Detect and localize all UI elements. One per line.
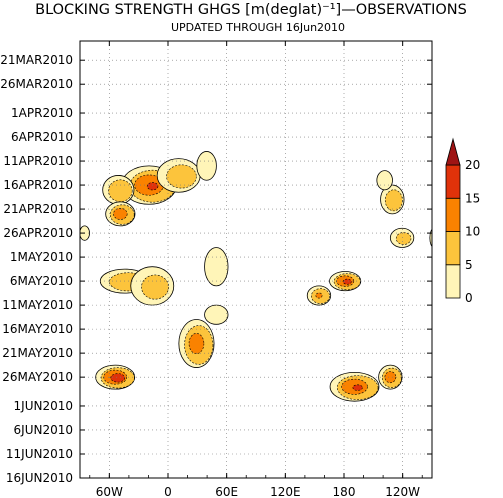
blocking-event — [196, 151, 217, 181]
contour-level-10 — [315, 292, 323, 299]
contour-level-10 — [113, 207, 128, 220]
y-tick-label: 6JUN2010 — [14, 423, 73, 437]
chart-title: BLOCKING STRENGTH GHGS [m(deglat)⁻¹]—OBS… — [35, 2, 467, 18]
y-tick-label: 26APR2010 — [3, 226, 73, 240]
y-tick-label: 26MAR2010 — [0, 77, 73, 91]
grid-lines — [80, 41, 432, 479]
contour-level-5 — [395, 232, 412, 245]
colorbar: 0 5 10 15 20 — [445, 137, 480, 305]
plot-frame — [79, 40, 433, 479]
x-axis: 60W 0 60E 120E 180 120W — [89, 41, 423, 498]
blocking-event — [204, 247, 229, 287]
blocking-event — [329, 371, 380, 402]
y-tick-label: 16JUN2010 — [6, 471, 73, 485]
blocking-event — [380, 184, 405, 215]
x-tick-label: 60E — [215, 485, 238, 498]
blocking-event — [329, 271, 362, 292]
blocking-event — [389, 227, 415, 248]
contour-level-0 — [429, 228, 432, 248]
blocking-event — [105, 201, 136, 227]
y-tick-label: 1JUN2010 — [14, 399, 73, 413]
colorbar-label: 0 — [465, 291, 473, 305]
blocking-event — [178, 319, 215, 368]
colorbar-label: 5 — [465, 258, 473, 272]
x-tick-label: 60W — [96, 485, 123, 498]
y-tick-label: 11MAY2010 — [2, 298, 73, 312]
blocking-event — [102, 175, 135, 205]
x-tick-label: 120W — [385, 485, 420, 498]
blocking-event — [378, 364, 403, 390]
y-tick-label: 6MAY2010 — [10, 274, 73, 288]
contour-level-5 — [384, 189, 403, 212]
colorbar-label: 10 — [465, 225, 480, 239]
colorbar-segment — [445, 164, 461, 199]
blocking-event — [204, 304, 229, 325]
x-tick-label: 0 — [164, 485, 172, 498]
contour-level-0 — [204, 304, 229, 325]
contour-level-15 — [146, 182, 159, 191]
colorbar-extend-triangle — [445, 137, 461, 166]
colorbar-segment — [445, 264, 461, 299]
y-tick-label: 11APR2010 — [3, 154, 73, 168]
colorbar-segment — [445, 197, 461, 232]
contour-level-0 — [204, 247, 229, 287]
y-tick-label: 21MAY2010 — [2, 346, 73, 360]
contour-level-0 — [196, 151, 217, 181]
y-axis: 21MAR2010 26MAR2010 1APR2010 6APR2010 11APR2… — [0, 53, 432, 485]
colorbar-segment — [445, 231, 461, 266]
y-tick-label: 1APR2010 — [11, 106, 73, 120]
y-tick-label: 11JUN2010 — [6, 447, 73, 461]
colorbar-label: 20 — [465, 158, 480, 172]
y-tick-label: 21MAR2010 — [0, 53, 73, 67]
contour-level-15 — [342, 278, 352, 285]
y-tick-label: 21APR2010 — [3, 202, 73, 216]
colorbar-label: 15 — [465, 191, 480, 205]
blocking-event — [95, 364, 136, 390]
contour-level-5 — [108, 179, 133, 202]
contour-level-15 — [110, 373, 126, 383]
contour-level-5 — [166, 164, 197, 189]
x-tick-label: 120E — [270, 485, 301, 498]
y-tick-label: 6APR2010 — [11, 130, 73, 144]
contour-level-5 — [141, 274, 169, 300]
contour-level-10 — [188, 333, 205, 354]
contour-level-10 — [384, 371, 397, 384]
chart-subtitle: UPDATED THROUGH 16Jun2010 — [171, 21, 345, 34]
contour-level-15 — [352, 384, 363, 391]
y-tick-label: 16MAY2010 — [2, 322, 73, 336]
contour-level-0 — [376, 170, 393, 191]
blocking-event — [130, 266, 175, 306]
blocking-event — [306, 285, 332, 306]
blocking-field — [80, 151, 432, 402]
blocking-event — [376, 170, 393, 191]
x-tick-label: 180 — [333, 485, 356, 498]
y-tick-label: 16APR2010 — [3, 178, 73, 192]
y-tick-label: 1MAY2010 — [10, 250, 73, 264]
y-tick-label: 26MAY2010 — [2, 370, 73, 384]
blocking-event — [429, 228, 432, 248]
blocking-event — [156, 158, 201, 193]
